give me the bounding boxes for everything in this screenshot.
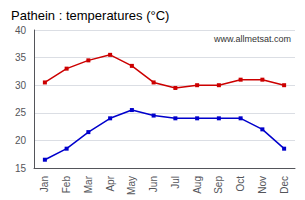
- svg-text:Mar: Mar: [83, 175, 94, 193]
- svg-text:Feb: Feb: [61, 176, 72, 194]
- svg-text:Apr: Apr: [105, 175, 116, 191]
- svg-text:Sep: Sep: [213, 176, 224, 194]
- svg-text:20: 20: [15, 135, 27, 146]
- svg-text:Oct: Oct: [235, 176, 246, 192]
- svg-text:Pathein : temperatures (°C): Pathein : temperatures (°C): [11, 8, 169, 23]
- svg-text:Aug: Aug: [192, 176, 203, 194]
- svg-text:Jul: Jul: [170, 176, 181, 189]
- svg-text:Jun: Jun: [148, 176, 159, 192]
- svg-text:40: 40: [15, 25, 27, 36]
- svg-text:30: 30: [15, 80, 27, 91]
- svg-text:Jan: Jan: [39, 176, 50, 192]
- svg-text:35: 35: [15, 52, 27, 63]
- svg-text:25: 25: [15, 107, 27, 118]
- svg-text:15: 15: [15, 163, 27, 174]
- svg-text:www.allmetsat.com: www.allmetsat.com: [213, 34, 291, 44]
- svg-text:May: May: [126, 176, 137, 195]
- svg-text:Nov: Nov: [257, 176, 268, 194]
- svg-text:Dec: Dec: [279, 176, 290, 194]
